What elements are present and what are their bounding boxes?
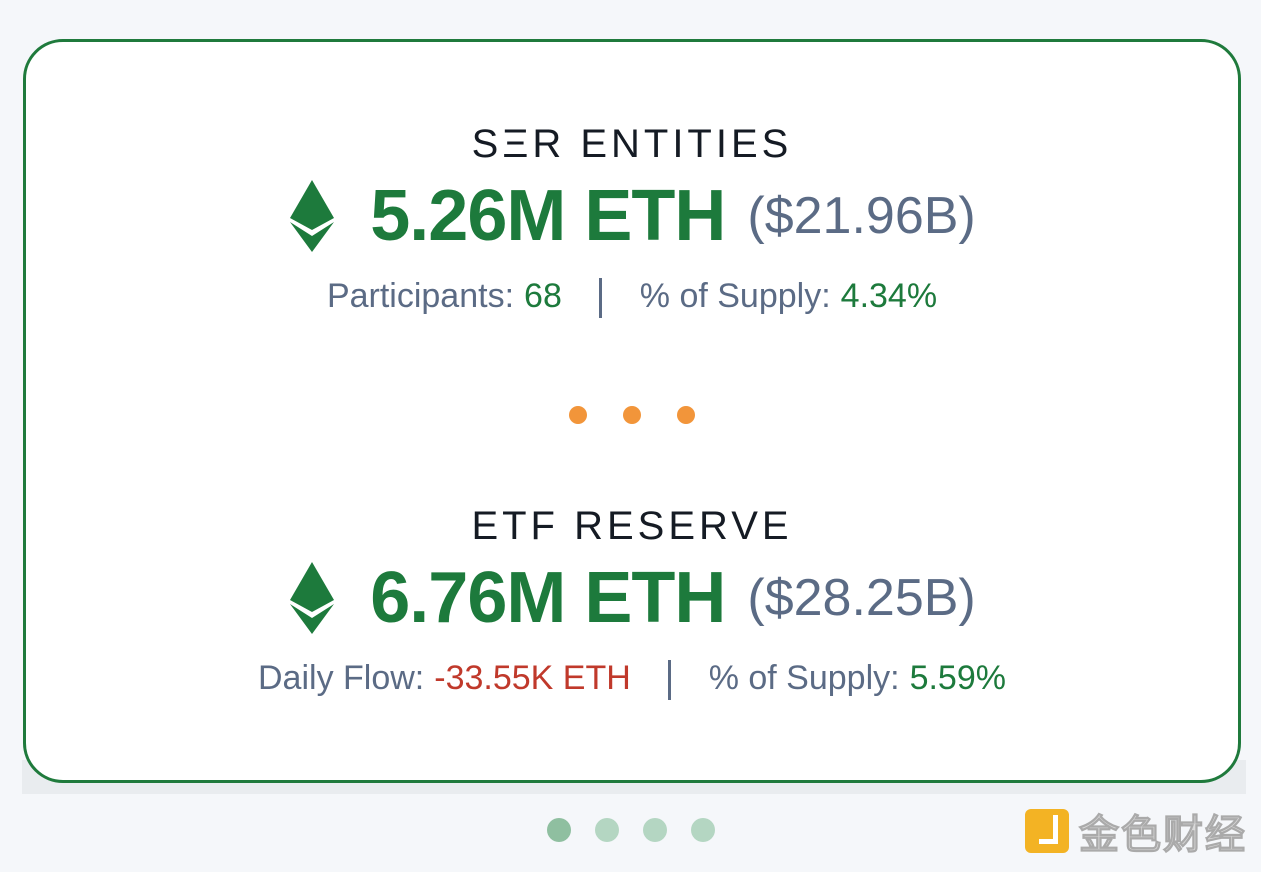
ethereum-icon — [290, 562, 335, 634]
divider-dot — [569, 406, 587, 424]
participants-label: Participants: — [326, 277, 515, 315]
daily-flow-label: Daily Flow: — [258, 659, 425, 697]
watermark-text: 金色财经 — [1079, 813, 1247, 858]
supply-value: 5.59% — [909, 659, 1006, 697]
eth-amount: 5.26M ETH — [370, 176, 726, 256]
eth-amount: 6.76M ETH — [370, 558, 726, 638]
section-title: SΞR ENTITIES — [471, 122, 793, 166]
etf-reserve-section: ETF RESERVE 6.76M ETH ($28.25B) Daily Fl… — [26, 502, 1238, 701]
supply-label: % of Supply: — [708, 659, 900, 697]
ser-entities-section: SΞR ENTITIES 5.26M ETH ($21.96B) Partici… — [26, 120, 1238, 319]
carousel-pagination — [0, 818, 1261, 842]
daily-flow-value: -33.55K ETH — [434, 659, 631, 697]
pagination-dot-1[interactable] — [546, 818, 571, 842]
amount-row: 6.76M ETH ($28.25B) — [26, 558, 1238, 638]
stats-divider — [668, 660, 672, 701]
stats-row: Participants: 68 % of Supply: 4.34% — [26, 274, 1238, 319]
reserve-card: SΞR ENTITIES 5.26M ETH ($21.96B) Partici… — [23, 39, 1241, 783]
supply-label: % of Supply: — [639, 277, 831, 315]
section-title: ETF RESERVE — [471, 504, 793, 548]
supply-value: 4.34% — [840, 277, 938, 315]
usd-value: ($28.25B) — [747, 569, 976, 627]
pagination-dot-2[interactable] — [594, 818, 619, 842]
watermark-logo-icon — [1025, 809, 1069, 853]
pagination-dot-4[interactable] — [690, 818, 715, 842]
divider-dot — [623, 406, 641, 424]
divider-dot — [677, 406, 695, 424]
participants-value: 68 — [524, 277, 562, 315]
watermark: 金色财经 — [1025, 802, 1247, 860]
section-divider-dots — [26, 406, 1238, 424]
pagination-dot-3[interactable] — [642, 818, 667, 842]
stats-row: Daily Flow: -33.55K ETH % of Supply: 5.59% — [26, 656, 1238, 701]
usd-value: ($21.96B) — [747, 187, 976, 245]
amount-row: 5.26M ETH ($21.96B) — [26, 176, 1238, 256]
ethereum-icon — [290, 180, 335, 252]
stats-divider — [599, 278, 603, 319]
